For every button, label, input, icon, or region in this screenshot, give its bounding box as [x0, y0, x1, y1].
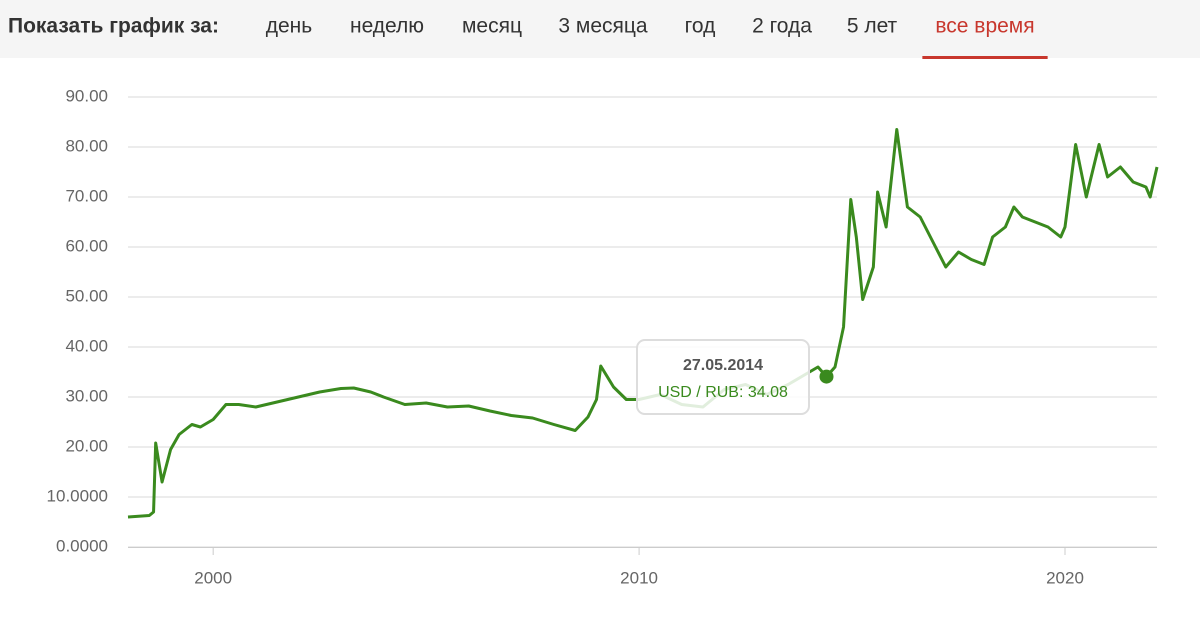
y-tick-label: 60.00 — [65, 236, 108, 255]
y-tick-label: 20.00 — [65, 436, 108, 455]
y-tick-label: 30.00 — [65, 386, 108, 405]
nav-tab[interactable]: 3 месяца — [558, 15, 648, 38]
nav-tab[interactable]: 5 лет — [847, 15, 898, 38]
y-tick-label: 70.00 — [65, 186, 108, 205]
nav-tab[interactable]: 2 года — [752, 15, 812, 38]
price-line — [127, 128, 1159, 519]
nav-tab[interactable]: неделю — [350, 15, 424, 38]
x-tick-label: 2020 — [1046, 568, 1084, 587]
y-tick-label: 40.00 — [65, 336, 108, 355]
x-tick-label: 2010 — [620, 568, 658, 587]
hover-point — [819, 369, 834, 384]
y-tick-label: 80.00 — [65, 136, 108, 155]
y-tick-label: 90.00 — [65, 86, 108, 105]
nav-bar — [0, 0, 1200, 58]
nav-tab[interactable]: месяц — [462, 15, 522, 38]
x-tick-label: 2000 — [194, 568, 232, 587]
tooltip-box — [636, 339, 810, 415]
y-tick-label: 10.0000 — [47, 486, 108, 505]
active-underline — [922, 56, 1048, 59]
nav-tab[interactable]: день — [266, 15, 313, 38]
nav-tab[interactable]: год — [685, 15, 716, 38]
y-tick-label: 0.0000 — [56, 536, 108, 555]
nav-label: Показать график за: — [8, 15, 219, 38]
tooltip-date: 27.05.2014 — [683, 357, 763, 374]
tooltip-value: USD / RUB: 34.08 — [658, 384, 788, 401]
y-tick-label: 50.00 — [65, 286, 108, 305]
nav-tab[interactable]: все время — [935, 15, 1034, 38]
